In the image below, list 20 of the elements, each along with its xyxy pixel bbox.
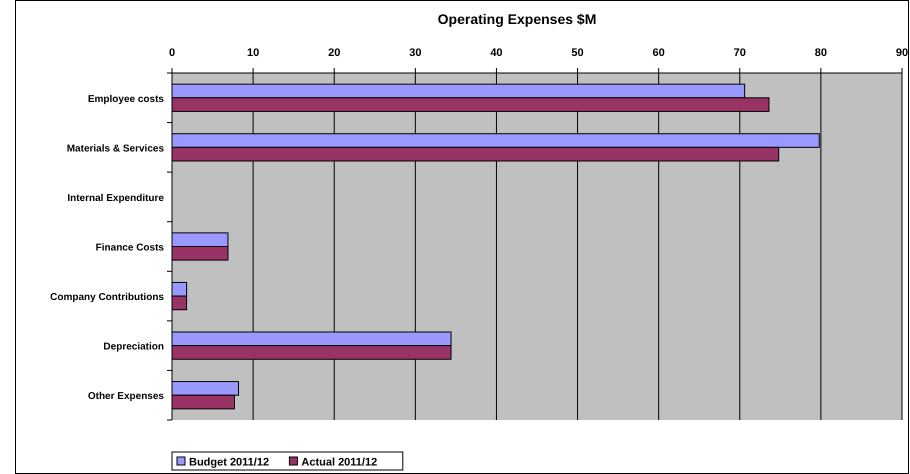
- x-tick-label: 80: [814, 47, 828, 59]
- x-tick-label: 30: [409, 47, 422, 59]
- y-tick-label: Materials & Services: [66, 143, 164, 154]
- x-tick-label: 90: [896, 47, 908, 59]
- y-tick-label: Company Contributions: [50, 292, 164, 304]
- x-tick-label: 40: [490, 47, 503, 59]
- x-tick-label: 10: [246, 47, 260, 59]
- chart-title: Operating Expenses $M: [438, 11, 596, 27]
- y-tick-label: Other Expenses: [88, 391, 164, 402]
- x-tick-label: 0: [168, 47, 176, 59]
- x-tick-label: 50: [571, 47, 584, 59]
- y-tick-label: Internal Expenditure: [67, 192, 164, 204]
- x-tick-label: 20: [328, 47, 340, 59]
- legend-label: Budget 2011/12: [189, 456, 270, 468]
- x-tick-label: 60: [652, 47, 665, 59]
- x-tick-label: 70: [734, 47, 746, 59]
- legend-label: Actual 2011/12: [301, 456, 378, 468]
- y-tick-label: Finance Costs: [96, 242, 164, 254]
- y-tick-label: Depreciation: [103, 342, 164, 353]
- y-tick-label: Employee costs: [88, 94, 164, 105]
